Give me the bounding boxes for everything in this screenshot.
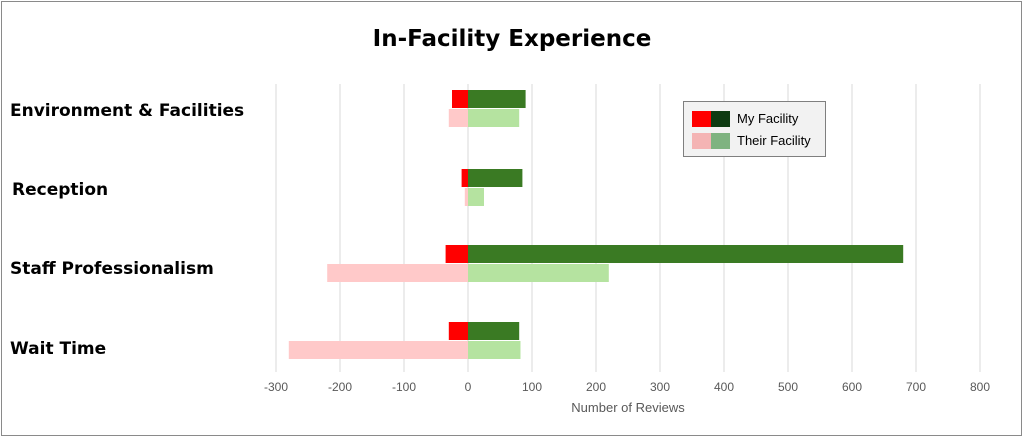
x-tick-label-0: 0 xyxy=(465,380,472,394)
x-tick-label-600: 600 xyxy=(842,380,862,394)
bar-my-facility-positive-3 xyxy=(468,322,520,340)
x-tick-label-100: 100 xyxy=(522,380,542,394)
bar-their-facility-negative-3 xyxy=(288,341,468,359)
x-axis-title: Number of Reviews xyxy=(571,400,685,415)
bar-their-facility-positive-1 xyxy=(468,188,484,206)
bar-my-facility-positive-0 xyxy=(468,90,526,108)
x-tick-label--200: -200 xyxy=(328,380,352,394)
bar-their-facility-positive-2 xyxy=(468,264,609,282)
x-tick-label-400: 400 xyxy=(714,380,734,394)
bar-my-facility-negative-3 xyxy=(448,322,468,340)
category-label-staff: Staff Professionalism xyxy=(10,259,214,279)
x-tick-label-200: 200 xyxy=(586,380,606,394)
category-label-environment: Environment & Facilities xyxy=(10,101,245,121)
chart-title: In-Facility Experience xyxy=(372,26,652,52)
x-tick-label--100: -100 xyxy=(392,380,416,394)
legend: My Facility Their Facility xyxy=(683,101,826,157)
x-tick-label-300: 300 xyxy=(650,380,670,394)
legend-label-their-facility: Their Facility xyxy=(737,133,811,148)
x-tick-label--300: -300 xyxy=(264,380,288,394)
legend-label-my-facility: My Facility xyxy=(737,111,799,126)
x-tick-label-700: 700 xyxy=(906,380,926,394)
bar-my-facility-negative-0 xyxy=(452,90,468,108)
bar-their-facility-positive-0 xyxy=(468,109,520,127)
bar-my-facility-negative-1 xyxy=(461,169,468,187)
legend-swatch-my-positive xyxy=(711,111,730,127)
bar-my-facility-positive-2 xyxy=(468,245,904,263)
category-label-wait-time: Wait Time xyxy=(10,339,107,359)
bar-my-facility-positive-1 xyxy=(468,169,523,187)
legend-swatch-their-positive xyxy=(711,133,730,149)
bar-their-facility-negative-2 xyxy=(327,264,468,282)
x-tick-label-500: 500 xyxy=(778,380,798,394)
legend-swatch-my-negative xyxy=(692,111,711,127)
bar-my-facility-negative-2 xyxy=(445,245,468,263)
bar-their-facility-negative-1 xyxy=(464,188,468,206)
bar-their-facility-positive-3 xyxy=(468,341,521,359)
category-label-reception: Reception xyxy=(12,180,109,200)
bar-their-facility-negative-0 xyxy=(448,109,468,127)
x-tick-label-800: 800 xyxy=(970,380,990,394)
legend-swatch-their-negative xyxy=(692,133,711,149)
